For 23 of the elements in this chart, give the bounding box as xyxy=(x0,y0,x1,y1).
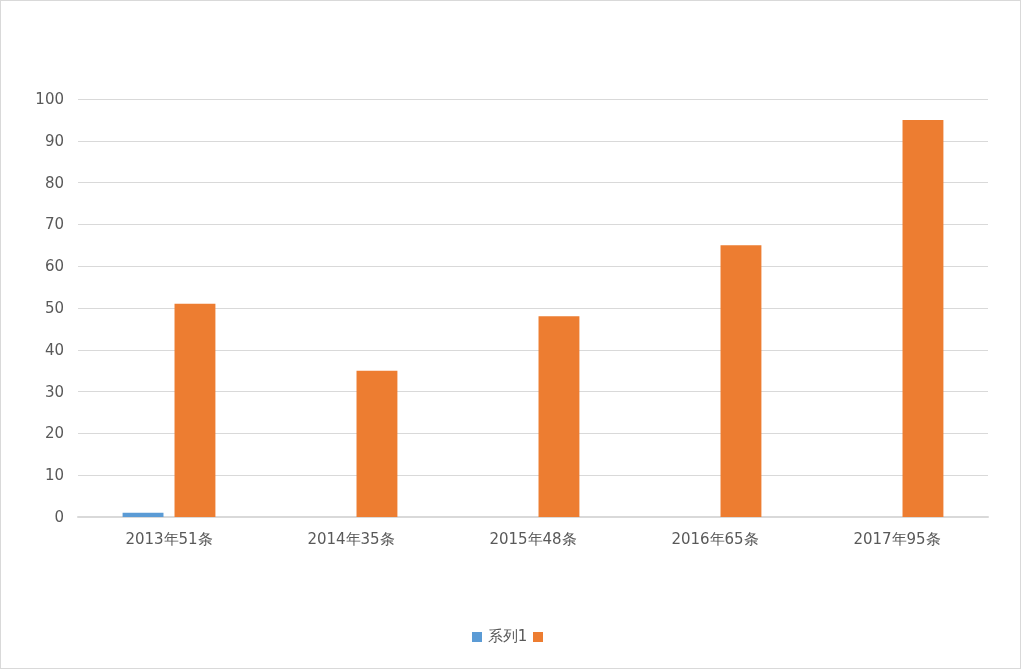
x-tick-label: 2013年51条 xyxy=(125,529,213,548)
y-tick-label: 40 xyxy=(44,340,64,359)
y-tick-label: 10 xyxy=(44,466,64,485)
y-tick-label: 60 xyxy=(44,257,64,276)
y-tick-label: 100 xyxy=(35,90,64,108)
y-tick-label: 50 xyxy=(44,299,64,317)
bar xyxy=(902,119,944,517)
x-tick-label: 2016年65条 xyxy=(671,529,759,548)
bar xyxy=(720,245,762,517)
y-tick-label: 30 xyxy=(44,382,64,401)
x-tick-label: 2014年35条 xyxy=(307,529,395,548)
legend-label: 系列1 xyxy=(487,627,528,646)
x-tick-label: 2015年48条 xyxy=(489,529,577,548)
bar xyxy=(356,370,398,517)
bar xyxy=(122,512,164,517)
bar xyxy=(174,303,216,517)
y-tick-label: 20 xyxy=(44,424,64,443)
x-tick-label: 2017年95条 xyxy=(853,529,941,548)
y-tick-label: 90 xyxy=(44,131,64,150)
bar xyxy=(538,316,580,517)
y-tick-label: 70 xyxy=(44,215,64,234)
y-tick-label: 80 xyxy=(44,173,64,192)
y-tick-label: 0 xyxy=(54,508,64,526)
